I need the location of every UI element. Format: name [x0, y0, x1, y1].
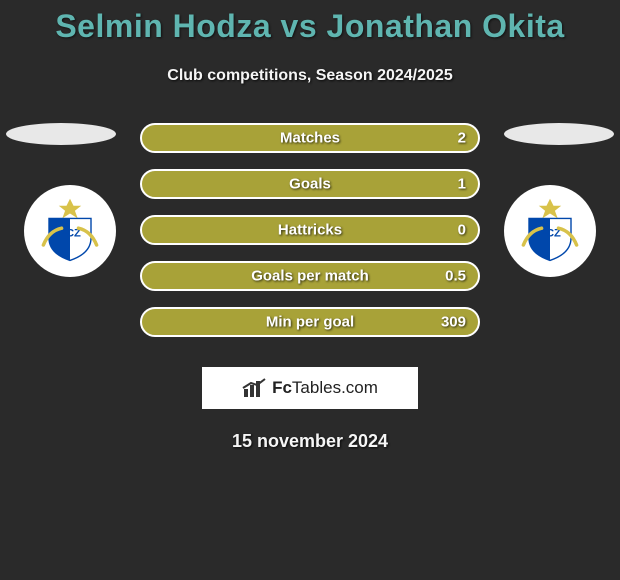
stat-bar: Min per goal 309 — [140, 307, 480, 337]
page-title: Selmin Hodza vs Jonathan Okita — [0, 8, 620, 45]
stat-value: 0 — [458, 222, 466, 239]
stats-block: FCZ FCZ Matches 2 Goals 1 Hat — [0, 123, 620, 353]
stat-bar: Hattricks 0 — [140, 215, 480, 245]
subtitle: Club competitions, Season 2024/2025 — [0, 67, 620, 85]
player-ellipse-left — [6, 123, 116, 145]
fcz-crest-icon: FCZ — [35, 196, 105, 266]
stat-label: Min per goal — [266, 314, 354, 331]
stat-bar: Matches 2 — [140, 123, 480, 153]
stat-label: Goals — [289, 176, 331, 193]
brand-logo[interactable]: FcTables.com — [202, 367, 418, 409]
stat-value: 309 — [441, 314, 466, 331]
date-text: 15 november 2024 — [0, 431, 620, 452]
stat-bars: Matches 2 Goals 1 Hattricks 0 Goals per … — [140, 123, 480, 353]
stat-label: Matches — [280, 130, 340, 147]
stat-value: 2 — [458, 130, 466, 147]
brand-bold: Fc — [272, 378, 292, 397]
brand-text: FcTables.com — [272, 378, 378, 398]
club-badge-left: FCZ — [24, 185, 116, 277]
stat-bar: Goals per match 0.5 — [140, 261, 480, 291]
stat-label: Hattricks — [278, 222, 342, 239]
stat-bar: Goals 1 — [140, 169, 480, 199]
stat-value: 0.5 — [445, 268, 466, 285]
fcz-crest-icon: FCZ — [515, 196, 585, 266]
player-ellipse-right — [504, 123, 614, 145]
stat-label: Goals per match — [251, 268, 369, 285]
brand-rest: Tables.com — [292, 378, 378, 397]
club-badge-right: FCZ — [504, 185, 596, 277]
stat-value: 1 — [458, 176, 466, 193]
bar-chart-icon — [242, 377, 268, 399]
comparison-card: Selmin Hodza vs Jonathan Okita Club comp… — [0, 0, 620, 452]
